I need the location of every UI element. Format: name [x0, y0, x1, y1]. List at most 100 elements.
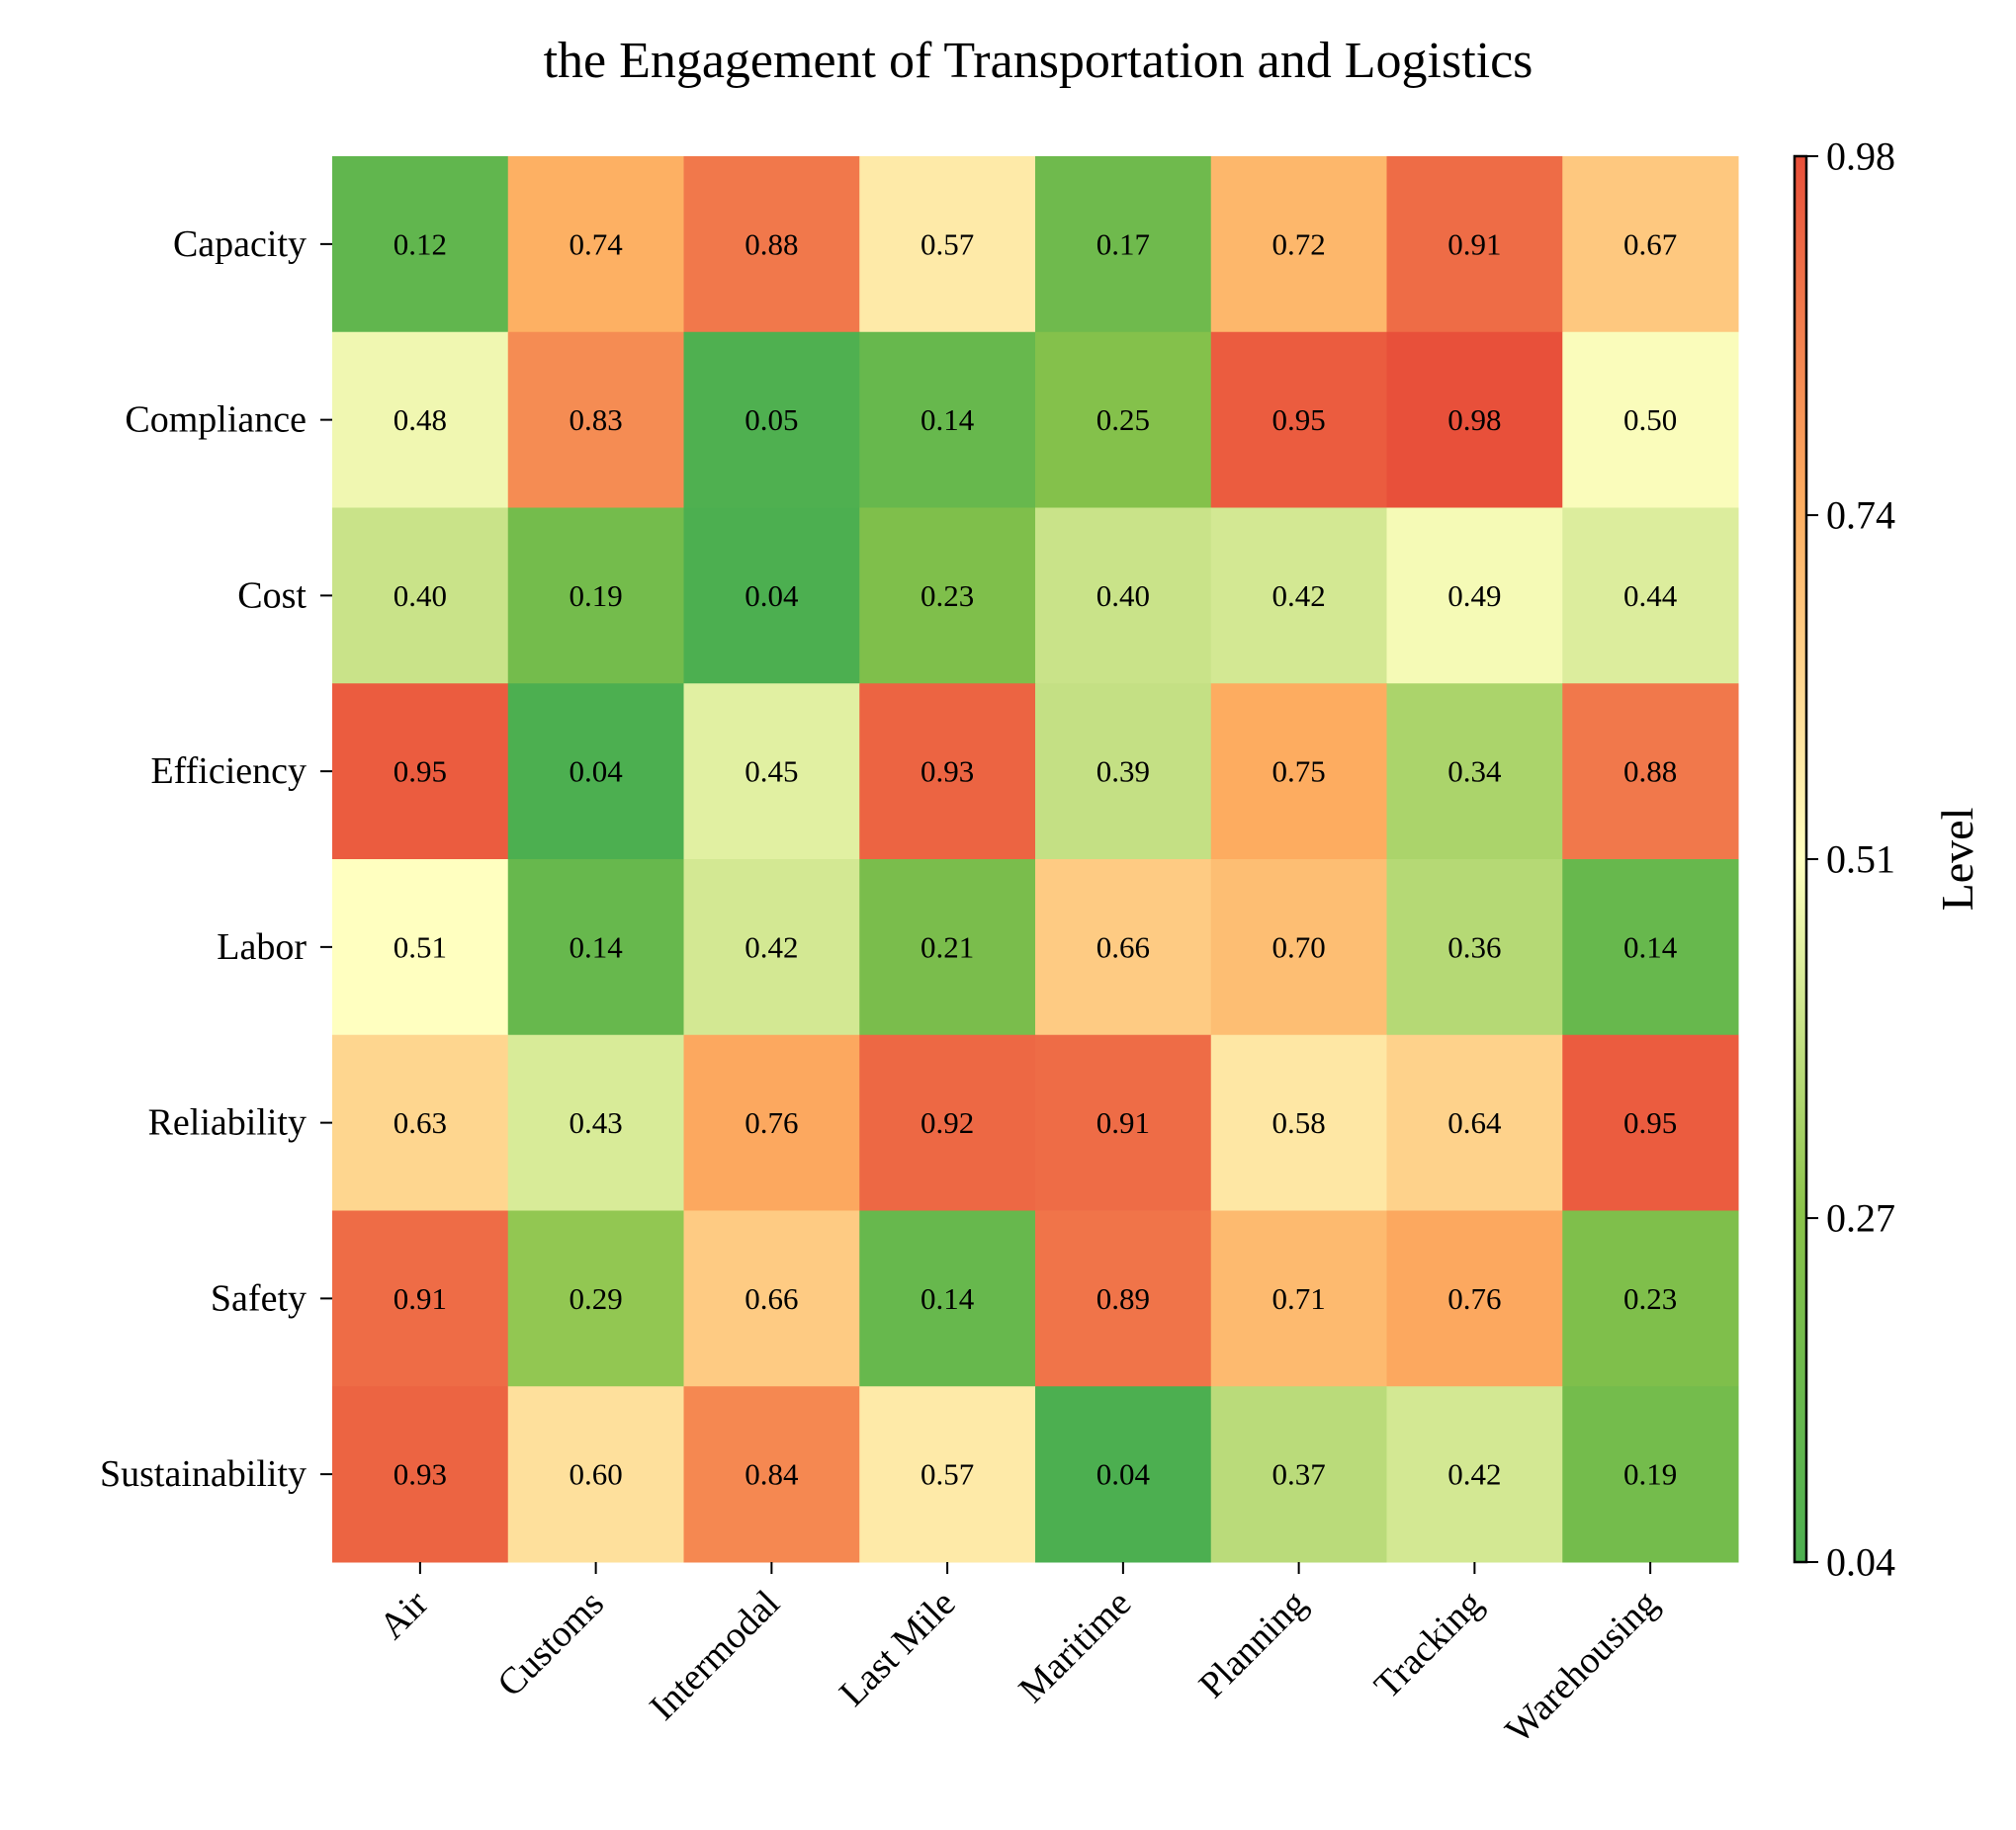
cell-value-label: 0.57 [920, 226, 974, 261]
heatmap-cell [1562, 1386, 1739, 1563]
heatmap-cell [332, 156, 509, 333]
cell-value-label: 0.04 [745, 578, 799, 613]
cell-value-label: 0.25 [1096, 402, 1150, 437]
cell-value-label: 0.14 [920, 402, 975, 437]
heatmap-cell [1386, 1386, 1563, 1563]
heatmap-cell [1210, 859, 1387, 1036]
heatmap-cell [507, 859, 684, 1036]
cell-value-label: 0.93 [920, 754, 974, 789]
heatmap-cell [507, 683, 684, 860]
cell-value-label: 0.58 [1272, 1105, 1326, 1140]
heatmap-cell [859, 1386, 1036, 1563]
colorbar-gradient [1793, 154, 1808, 1564]
heatmap-cell [1562, 683, 1739, 860]
heatmap-cell [1386, 683, 1563, 860]
x-tick-label: Last Mile [832, 1583, 963, 1714]
heatmap-cell [683, 1034, 860, 1211]
cell-value-label: 0.70 [1272, 929, 1326, 964]
cell-value-label: 0.48 [394, 402, 447, 437]
y-tick-label: Efficiency [150, 750, 307, 792]
heatmap-cell [859, 507, 1036, 684]
heatmap-cell [1210, 156, 1387, 333]
heatmap-cell [1210, 683, 1387, 860]
cell-value-label: 0.23 [1623, 1281, 1677, 1316]
colorbar-tick-label: 0.98 [1826, 134, 1895, 179]
cell-value-label: 0.60 [570, 1457, 623, 1492]
heatmap-cell [1210, 1386, 1387, 1563]
heatmap-cell [1210, 507, 1387, 684]
heatmap-cell [683, 156, 860, 333]
cell-value-label: 0.50 [1623, 402, 1677, 437]
heatmap-cell [1562, 859, 1739, 1036]
heatmap-cell [1210, 1210, 1387, 1387]
cell-value-label: 0.14 [1623, 929, 1678, 964]
heatmap-cell [1562, 331, 1739, 508]
heatmap-cell [859, 156, 1036, 333]
heatmap-cell [1386, 331, 1563, 508]
cell-value-label: 0.91 [1447, 226, 1501, 261]
heatmap-cell [683, 331, 860, 508]
cell-value-label: 0.66 [1096, 929, 1150, 964]
cell-value-label: 0.12 [394, 226, 447, 261]
cell-value-label: 0.36 [1447, 929, 1501, 964]
x-tick-label: Maritime [1011, 1583, 1140, 1711]
colorbar-tick-label: 0.04 [1826, 1540, 1895, 1585]
y-tick-label: Compliance [125, 399, 307, 441]
cell-value-label: 0.49 [1447, 578, 1501, 613]
heatmap-cell [1035, 156, 1212, 333]
heatmap-cell [507, 1034, 684, 1211]
y-axis: Capacity Compliance Cost Efficiency Labor Rel… [100, 223, 332, 1495]
heatmap-cell [507, 156, 684, 333]
cell-value-label: 0.19 [570, 578, 623, 613]
x-tick-label: Tracking [1366, 1583, 1491, 1707]
cell-value-labels: 0.12 0.74 0.88 0.57 0.17 0.72 0.91 0.67 0.48 0.83… [394, 226, 1678, 1491]
colorbar-tick-label: 0.74 [1826, 493, 1895, 538]
heatmap-cell [332, 1210, 509, 1387]
cell-value-label: 0.64 [1447, 1105, 1502, 1140]
colorbar-tick-label: 0.27 [1826, 1196, 1895, 1241]
x-tick-label: Customs [489, 1583, 612, 1705]
heatmap-cell [507, 331, 684, 508]
heatmap-cell [332, 1034, 509, 1211]
heatmap-cell [1035, 507, 1212, 684]
x-tick-label: Intermodal [642, 1583, 788, 1729]
cell-value-label: 0.05 [745, 402, 798, 437]
y-tick-label: Safety [211, 1277, 307, 1319]
heatmap-cell [507, 1386, 684, 1563]
y-tick-label: Sustainability [100, 1453, 307, 1495]
cell-value-label: 0.14 [570, 929, 624, 964]
heatmap-cell [683, 683, 860, 860]
cell-value-label: 0.43 [570, 1105, 623, 1140]
cell-value-label: 0.44 [1623, 578, 1678, 613]
heatmap-cells [332, 156, 1739, 1563]
colorbar: 0.04 0.27 0.51 0.74 0.98 Level [1793, 134, 1982, 1585]
cell-value-label: 0.57 [920, 1457, 974, 1492]
cell-value-label: 0.67 [1623, 226, 1677, 261]
heatmap-cell [507, 1210, 684, 1387]
cell-value-label: 0.40 [394, 578, 447, 613]
cell-value-label: 0.83 [570, 402, 623, 437]
cell-value-label: 0.39 [1096, 754, 1150, 789]
cell-value-label: 0.14 [920, 1281, 975, 1316]
cell-value-label: 0.40 [1096, 578, 1150, 613]
colorbar-tick-label: 0.51 [1826, 837, 1895, 882]
heatmap-cell [859, 331, 1036, 508]
x-tick-label: Warehousing [1498, 1583, 1667, 1752]
heatmap-cell [683, 1210, 860, 1387]
heatmap-cell [683, 859, 860, 1036]
heatmap-cell [1562, 1210, 1739, 1387]
x-tick-label: Planning [1191, 1583, 1315, 1706]
cell-value-label: 0.88 [1623, 754, 1677, 789]
cell-value-label: 0.66 [745, 1281, 798, 1316]
heatmap-cell [332, 331, 509, 508]
y-tick-label: Cost [237, 574, 307, 616]
cell-value-label: 0.23 [920, 578, 974, 613]
y-tick-label: Reliability [148, 1102, 307, 1144]
cell-value-label: 0.98 [1447, 402, 1501, 437]
cell-value-label: 0.91 [1096, 1105, 1150, 1140]
cell-value-label: 0.95 [394, 754, 447, 789]
cell-value-label: 0.93 [394, 1457, 447, 1492]
cell-value-label: 0.21 [920, 929, 974, 964]
cell-value-label: 0.42 [1272, 578, 1326, 613]
